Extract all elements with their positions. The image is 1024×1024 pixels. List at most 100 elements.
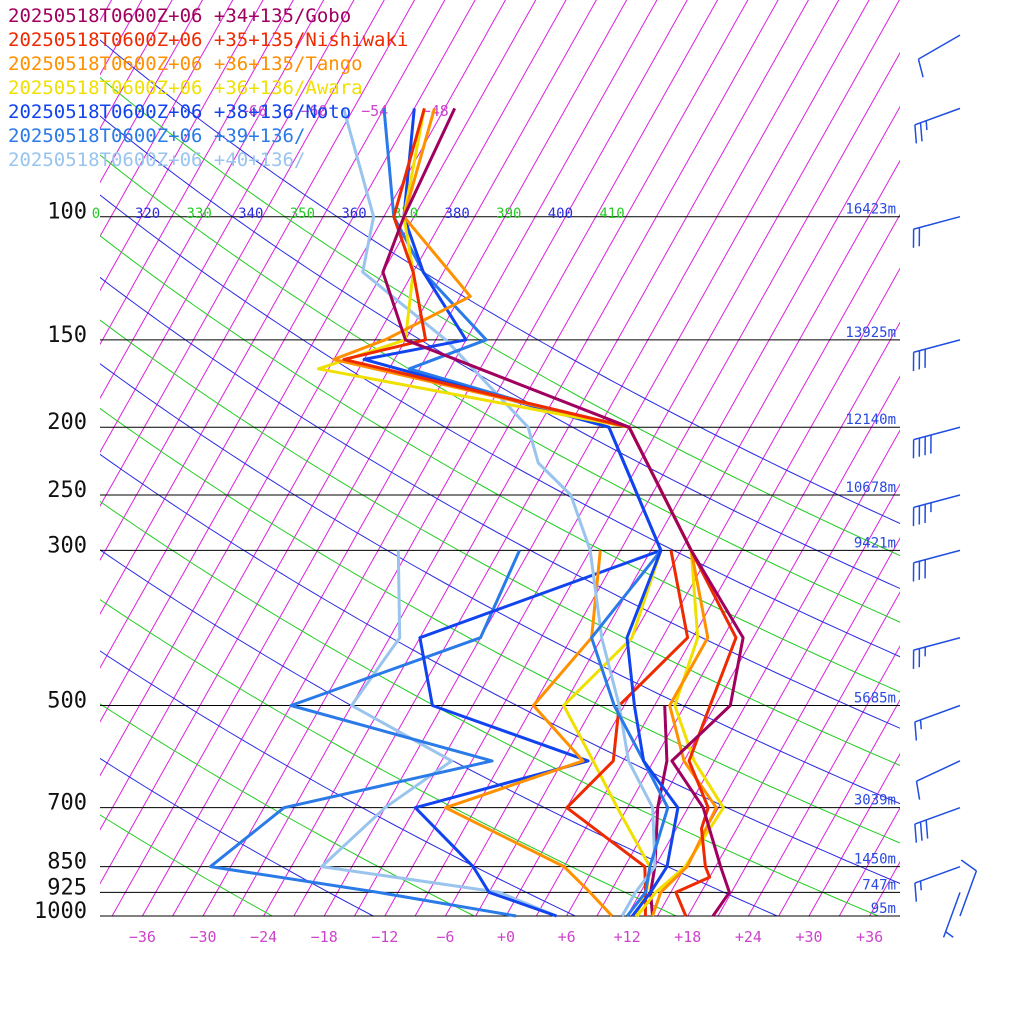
wind-barb-feather	[915, 781, 921, 800]
upper-temperature-label: −54	[361, 102, 388, 120]
temperature-tick-label: +12	[614, 928, 641, 946]
wind-barb	[912, 426, 961, 459]
theta-line	[100, 650, 576, 917]
theta-line	[100, 599, 677, 917]
isotherm-line	[100, 0, 416, 562]
isotherm-line	[232, 0, 749, 917]
wind-barb-shaft	[913, 494, 961, 509]
wind-barb-shaft	[914, 107, 961, 126]
temperature-tick-label: −36	[129, 928, 156, 946]
isotherm-line	[838, 806, 900, 917]
height-label: 16423m	[845, 202, 896, 218]
dewpoint-profile-line	[320, 550, 558, 918]
theta-label: 400	[548, 206, 573, 222]
pressure-tick-label: 1000	[34, 899, 87, 924]
isotherm-line	[657, 483, 900, 917]
dewpoint-profile-line	[562, 549, 663, 917]
isotherm-line	[717, 591, 900, 917]
isotherm-line	[202, 0, 719, 917]
wind-barb-shaft	[918, 34, 961, 60]
theta-line	[100, 276, 900, 729]
theta-label: 340	[238, 206, 263, 222]
isotherm-line	[172, 0, 688, 917]
wind-barb	[942, 892, 961, 938]
legend-entry-tango: 20250518T0600Z+06 +36+135/Tango	[8, 53, 363, 75]
height-label: 10678m	[845, 480, 896, 496]
temperature-tick-label: +24	[735, 928, 762, 946]
wind-barb-feather	[914, 721, 918, 741]
isotherm-line	[566, 321, 900, 917]
wind-barb-shaft	[914, 865, 961, 884]
wind-barb	[917, 34, 961, 78]
wind-barb-feather	[919, 821, 923, 841]
isotherm-line	[384, 0, 900, 917]
pressure-tick-label: 100	[47, 200, 87, 225]
wind-barb-feather	[917, 58, 924, 78]
height-label: 9421m	[854, 535, 896, 551]
upper-temperature-label: −66	[240, 102, 267, 120]
isotherm-line	[444, 105, 900, 917]
legend-entry-39-136: 20250518T0600Z+06 +39+136/	[8, 125, 306, 147]
theta-label: 0	[92, 206, 100, 222]
wind-barb-feather	[919, 122, 923, 142]
temperature-tick-label: +18	[674, 928, 701, 946]
temperature-profile-line	[342, 107, 738, 917]
theta-line	[100, 757, 374, 917]
upper-temperature-label: −60	[301, 102, 328, 120]
wind-barb-shaft	[916, 760, 961, 782]
wind-barb	[912, 215, 961, 248]
height-label: 95m	[871, 901, 896, 917]
theta-line	[100, 319, 900, 766]
chart-legend: 20250518T0600Z+06 +34+135/Gobo 20250518T…	[8, 4, 408, 172]
legend-entry-gobo: 20250518T0600Z+06 +34+135/Gobo	[8, 5, 352, 27]
height-label: 5685m	[854, 690, 896, 706]
wind-barb	[914, 806, 961, 843]
isotherm-line	[111, 0, 628, 917]
dewpoint-profile-line	[209, 549, 521, 918]
pressure-tick-label: 250	[47, 478, 87, 503]
isotherm-line	[141, 0, 658, 917]
isotherm-line	[596, 375, 900, 917]
isotherm-line	[778, 698, 900, 917]
pressure-tick-label: 700	[47, 791, 87, 816]
wind-barb-shaft	[913, 636, 961, 651]
temperature-tick-label: −12	[371, 928, 398, 946]
height-label: 12140m	[845, 412, 896, 428]
isotherm-line	[263, 0, 779, 917]
theta-label: 320	[135, 206, 160, 222]
wind-barb-feather	[914, 124, 918, 144]
isotherm-line	[100, 0, 264, 292]
temperature-profile-line	[382, 108, 670, 917]
pressure-tick-label: 925	[47, 875, 87, 900]
height-label: 13925m	[845, 325, 896, 341]
theta-line	[100, 76, 900, 557]
wind-barb	[959, 859, 978, 917]
isotherm-line	[100, 0, 567, 831]
isotherm-line	[475, 159, 900, 917]
isotherm-line	[100, 0, 506, 723]
isotherm-line	[100, 0, 203, 184]
wind-barb	[914, 704, 961, 741]
wind-barb-shaft	[913, 426, 961, 441]
dewpoint-profile-line	[413, 548, 662, 918]
temperature-profile-line	[362, 108, 680, 917]
wind-barb-half-feather	[919, 880, 923, 891]
wind-barb-feather	[914, 883, 918, 902]
theta-line	[100, 115, 900, 590]
height-label: 3039m	[854, 793, 896, 809]
temperature-tick-label: −30	[189, 928, 216, 946]
theta-label: 350	[290, 206, 315, 222]
wind-barb-shaft	[913, 339, 961, 353]
theta-label: 410	[599, 206, 624, 222]
theta-line	[100, 500, 879, 917]
theta-line	[100, 235, 900, 693]
height-label: 1450m	[854, 852, 896, 868]
wind-barb-shaft	[959, 870, 978, 917]
pressure-tick-label: 200	[47, 410, 87, 435]
wind-barb-half-feather	[919, 719, 923, 730]
theta-line	[100, 453, 900, 884]
isotherm-line	[414, 51, 900, 917]
theta-label: 360	[341, 206, 366, 222]
wind-barb	[912, 549, 961, 582]
